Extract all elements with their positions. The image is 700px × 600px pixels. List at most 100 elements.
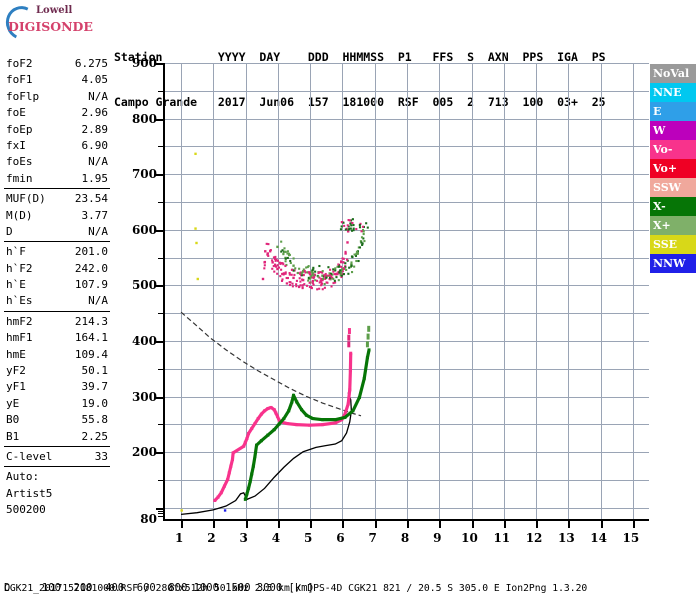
- echo-pixel: [277, 422, 281, 426]
- echo-pixel: [284, 257, 287, 260]
- gridline-vertical: [310, 63, 312, 519]
- echo-pixel: [223, 509, 227, 512]
- echo-pixel: [351, 221, 354, 225]
- muf-distance-table: D 100 200 400 600 800 1000 1500 3000 [km…: [4, 556, 320, 600]
- parameter-key: yF2: [6, 364, 26, 378]
- gridline-vertical: [213, 63, 215, 519]
- echo-pixel: [358, 223, 361, 227]
- echo-pixel: [267, 254, 270, 257]
- parameter-value: 2.96: [81, 106, 109, 120]
- echo-pixel: [216, 495, 220, 499]
- parameter-value: 2.25: [81, 429, 109, 443]
- echo-pixel: [352, 229, 355, 232]
- parameter-key: hmF1: [6, 331, 33, 345]
- parameter-value: 3.77: [81, 208, 109, 222]
- echo-pixel: [333, 279, 336, 282]
- echo-pixel: [343, 412, 347, 416]
- echo-pixel: [320, 418, 324, 422]
- echo-pixel: [272, 264, 275, 268]
- echo-pixel: [247, 486, 251, 490]
- gridline-vertical: [245, 63, 247, 519]
- echo-pixel: [309, 276, 312, 279]
- parameter-value: 19.0: [81, 396, 109, 410]
- echo-pixel: [321, 271, 324, 274]
- echo-pixel: [346, 241, 349, 244]
- gridline-vertical: [536, 63, 538, 519]
- parameter-value: 107.9: [74, 278, 108, 292]
- legend-item-label: Vo-: [653, 143, 673, 156]
- legend-item-x-[interactable]: X+: [650, 216, 696, 235]
- parameter-value: N/A: [88, 89, 108, 103]
- echo-pixel: [312, 283, 315, 286]
- echo-pixel: [292, 393, 296, 397]
- y-axis-tick-label: 900: [131, 56, 157, 70]
- footer-filename: CGK21_2017157181000.RSF / 280fx512h 50 k…: [4, 583, 588, 594]
- legend-item-nne[interactable]: NNE: [650, 83, 696, 102]
- legend-item-vo-[interactable]: Vo+: [650, 159, 696, 178]
- y-tick: [156, 118, 165, 121]
- echo-pixel: [288, 273, 291, 276]
- echo-pixel: [321, 288, 324, 291]
- polarization-legend[interactable]: NoVal NNE E W Vo- Vo+ SSW X- X+ SSE NNW: [650, 64, 696, 273]
- parameter-row: foEp 2.89: [4, 122, 110, 138]
- echo-pixel: [256, 417, 260, 421]
- echo-pixel: [357, 259, 360, 263]
- echo-pixel: [348, 368, 352, 372]
- parameter-key: C-level: [6, 449, 53, 463]
- y-tick: [158, 480, 165, 482]
- y-axis-tick-label: 200: [131, 445, 157, 460]
- echo-pixel: [349, 219, 353, 222]
- legend-item-x-[interactable]: X-: [650, 197, 696, 216]
- echo-pixel: [366, 333, 370, 340]
- y-tick: [158, 516, 165, 518]
- legend-item-ssw[interactable]: SSW: [650, 178, 696, 197]
- x-axis-tick-label: 1: [174, 531, 184, 545]
- echo-pixel: [312, 277, 315, 280]
- echo-pixel: [266, 252, 270, 255]
- echo-pixel: [323, 286, 326, 289]
- parameter-value: N/A: [88, 224, 108, 238]
- echo-pixel: [340, 269, 343, 272]
- x-axis-tick-label: 7: [368, 531, 377, 545]
- legend-item-sse[interactable]: SSE: [650, 235, 696, 254]
- echo-pixel: [301, 284, 304, 287]
- echo-pixel: [339, 269, 342, 272]
- legend-item-nnw[interactable]: NNW: [650, 254, 696, 273]
- x-axis-tick-label: 5: [304, 531, 313, 545]
- legend-item-vo-[interactable]: Vo-: [650, 140, 696, 159]
- ionogram-plot-area[interactable]: [156, 63, 649, 528]
- echo-pixel: [276, 264, 279, 267]
- echo-pixel: [290, 273, 293, 276]
- y-tick: [158, 90, 165, 92]
- echo-pixel: [196, 277, 199, 281]
- echo-pixel: [318, 276, 321, 279]
- echo-pixel: [340, 261, 343, 264]
- parameter-row: D N/A: [4, 224, 110, 240]
- legend-item-label: SSE: [653, 238, 678, 251]
- echo-pixel: [340, 225, 343, 228]
- legend-item-noval[interactable]: NoVal: [650, 64, 696, 83]
- y-axis-tick-label: 300: [131, 389, 157, 404]
- legend-item-e[interactable]: E: [650, 102, 696, 121]
- echo-pixel: [213, 499, 217, 503]
- echo-pixel: [325, 281, 328, 284]
- echo-pixel: [350, 224, 353, 227]
- echo-pixel: [287, 409, 291, 413]
- echo-pixel: [243, 497, 247, 501]
- echo-pixel: [281, 278, 284, 281]
- y-tick: [158, 257, 165, 259]
- legend-item-w[interactable]: W: [650, 121, 696, 140]
- echo-pixel: [349, 351, 353, 355]
- x-axis-tick-label: 14: [590, 531, 607, 545]
- lowell-digisonde-logo: Lowell DIGISONDE: [1, 1, 108, 45]
- auto-scaler-info: Auto: Artist5 500200: [4, 469, 110, 518]
- echo-pixel: [339, 274, 342, 277]
- echo-pixel: [321, 277, 325, 280]
- echo-pixel: [243, 440, 247, 444]
- echo-pixel: [299, 284, 302, 287]
- muf-table-row-distance: D 100 200 400 600 800 1000 1500 3000 [km…: [4, 582, 314, 594]
- echo-pixel: [350, 271, 354, 274]
- echo-pixel: [292, 264, 295, 267]
- logo-brand-top: Lowell: [36, 5, 73, 16]
- echo-pixel: [266, 407, 270, 411]
